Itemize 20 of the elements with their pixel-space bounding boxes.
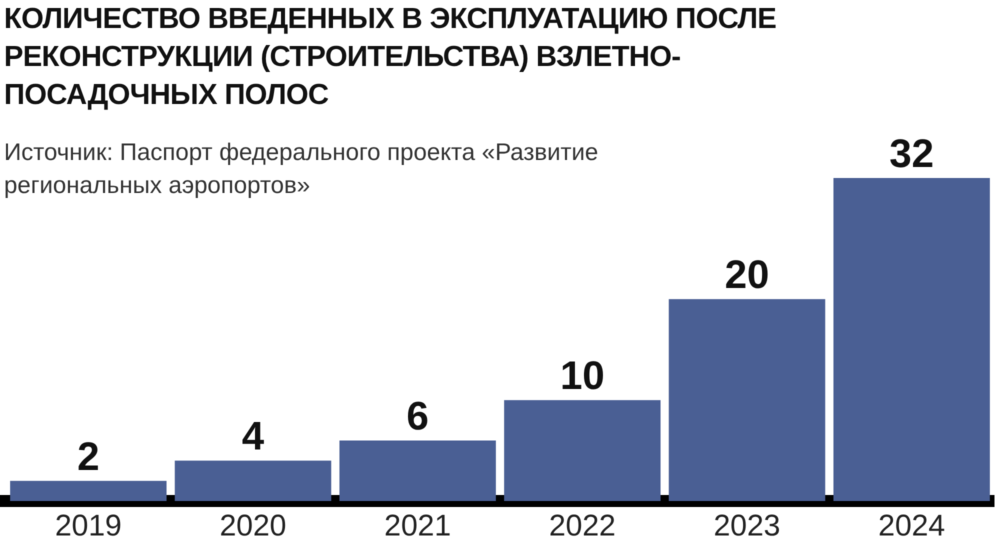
bar bbox=[339, 440, 496, 501]
data-label: 10 bbox=[560, 354, 605, 398]
data-label: 6 bbox=[406, 394, 429, 438]
x-tick-label: 2022 bbox=[548, 509, 616, 542]
x-tick-label: 2020 bbox=[220, 509, 286, 542]
bar bbox=[833, 178, 990, 501]
data-label: 4 bbox=[242, 414, 265, 459]
data-label: 32 bbox=[889, 132, 934, 176]
bar bbox=[504, 400, 661, 501]
x-tick-label: 2024 bbox=[878, 509, 946, 542]
bar bbox=[10, 480, 167, 501]
x-tick-label: 2021 bbox=[384, 509, 452, 542]
x-tick-label: 2023 bbox=[714, 509, 780, 542]
chart-subtitle: Источник: Паспорт федерального проекта «Развитие региональных аэропортов» bbox=[4, 138, 600, 201]
chart-title: КОЛИЧЕСТВО ВВЕДЕННЫХ В ЭКСПЛУАТАЦИЮ ПОСЛЕ РЕКОНСТРУКЦИИ (СТРОИТЕЛЬСТВА) ВЗЛЕТНО-ПОСАДОЧНЫХ ПОЛОС bbox=[4, 2, 778, 113]
data-label: 2 bbox=[77, 434, 100, 479]
bar bbox=[668, 299, 826, 501]
x-tick-label: 2019 bbox=[54, 509, 122, 542]
bar bbox=[174, 460, 332, 501]
data-label: 20 bbox=[724, 253, 770, 298]
